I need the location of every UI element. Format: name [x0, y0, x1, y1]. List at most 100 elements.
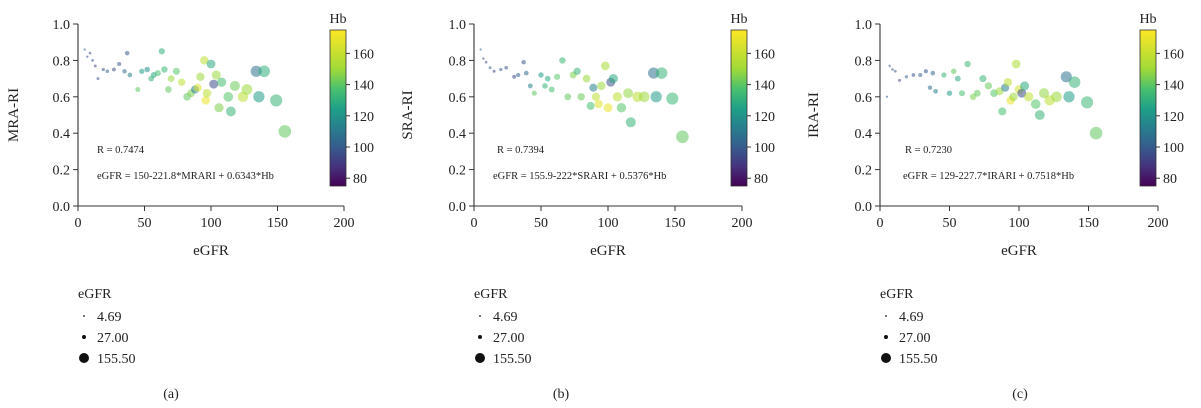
y-tick-label: 0.6 [53, 91, 71, 106]
size-legend-title: eGFR [78, 287, 112, 302]
scatter-point [886, 96, 888, 98]
scatter-point [1012, 60, 1021, 69]
scatter-point [1035, 110, 1045, 120]
regression-equation: eGFR = 129-227.7*IRARI + 0.7518*Hb [903, 171, 1074, 182]
scatter-point [947, 91, 952, 96]
scatter-point [89, 52, 92, 55]
scatter-point [96, 77, 99, 80]
y-tick-label: 0.8 [855, 54, 873, 69]
scatter-point [480, 48, 482, 50]
scatter-point [891, 68, 894, 71]
size-legend-label: 4.69 [899, 310, 924, 325]
scatter-point [941, 72, 946, 77]
scatter-point [159, 48, 165, 54]
scatter-point [532, 91, 537, 96]
scatter-point [604, 103, 613, 112]
regression-equation: eGFR = 150-221.8*MRARI + 0.6343*Hb [97, 171, 274, 182]
size-legend-marker [478, 335, 482, 339]
scatter-point [979, 75, 986, 82]
scatter-point [1081, 96, 1093, 108]
size-legend-label: 155.50 [899, 352, 938, 367]
scatter-point [482, 57, 484, 59]
scatter-panel-1: 0.0 0.2 0.4 0.6 0.8 1.0 0 50 100 150 200 eGFR MRA-RI… [6, 12, 374, 402]
scatter-point [1069, 76, 1081, 88]
scatter-point [577, 93, 584, 100]
colorbar-tick-label: 100 [754, 141, 775, 156]
correlation-text: R = 0.7230 [905, 145, 952, 156]
correlation-text: R = 0.7474 [97, 145, 145, 156]
scatter-point [125, 51, 130, 56]
y-tick-label: 0.0 [449, 200, 467, 215]
scatter-point [594, 100, 602, 108]
scatter-points [480, 48, 689, 143]
scatter-panel-2: 0.0 0.2 0.4 0.6 0.8 1.0 0 50 100 150 200 eGFR SRA-RI… [400, 12, 775, 402]
size-legend: eGFR 4.69 27.00 155.50 [78, 287, 136, 367]
x-tick-label: 0 [75, 216, 82, 231]
scatter-point [203, 89, 212, 98]
size-legend-marker [82, 335, 86, 339]
x-tick-label: 100 [1009, 216, 1030, 231]
scatter-point [106, 70, 110, 74]
colorbar-gradient [731, 30, 747, 186]
colorbar-tick-label: 100 [1163, 141, 1184, 156]
y-tick-label: 0.8 [449, 54, 467, 69]
colorbar-tick-label: 140 [754, 79, 775, 94]
scatter-point [613, 92, 622, 101]
colorbar-tick-label: 160 [754, 47, 775, 62]
colorbar-title: Hb [329, 12, 346, 27]
scatter-point [165, 86, 172, 93]
scatter-point [574, 68, 581, 75]
scatter-point [974, 90, 981, 97]
scatter-point [499, 68, 502, 71]
scatter-point [924, 69, 928, 73]
size-legend-marker [884, 335, 888, 339]
x-tick-label: 150 [665, 216, 686, 231]
scatter-point [135, 87, 140, 92]
colorbar-tick-label: 120 [754, 110, 775, 125]
colorbar: Hb 80 100 120 140 160 [1139, 12, 1184, 187]
scatter-point [122, 69, 126, 73]
scatter-point [1024, 92, 1033, 101]
x-tick-label: 0 [471, 216, 478, 231]
scatter-point [676, 131, 689, 144]
scatter-point [489, 66, 492, 69]
size-legend-label: 27.00 [899, 331, 931, 346]
scatter-point [1004, 78, 1012, 86]
scatter-point [139, 69, 144, 74]
size-legend-marker [885, 315, 887, 317]
scatter-point [898, 79, 901, 82]
scatter-point [196, 73, 204, 81]
scatter-point [1031, 99, 1041, 109]
scatter-point [194, 84, 202, 92]
size-legend-marker [475, 353, 485, 363]
scatter-point [201, 96, 210, 105]
colorbar-tick-label: 80 [353, 172, 367, 187]
scatter-point [485, 61, 488, 64]
scatter-point [1020, 81, 1029, 90]
colorbar-tick-label: 120 [1163, 110, 1184, 125]
scatter-point [912, 73, 916, 77]
y-axis-label: SRA-RI [400, 90, 416, 139]
x-tick-label: 100 [201, 216, 222, 231]
y-tick-label: 0.0 [53, 200, 71, 215]
scatter-point [542, 83, 548, 89]
size-legend-label: 155.50 [97, 352, 136, 367]
scatter-point [493, 70, 496, 73]
colorbar-tick-label: 160 [1163, 47, 1184, 62]
scatter-point [253, 91, 264, 102]
y-tick-label: 0.2 [53, 164, 71, 179]
x-axis-label: eGFR [1001, 243, 1037, 259]
scatter-point [524, 71, 529, 76]
scatter-point [905, 75, 908, 78]
scatter-point [84, 48, 86, 50]
scatter-point [214, 103, 223, 112]
size-legend-label: 27.00 [97, 331, 129, 346]
colorbar-gradient [1140, 30, 1156, 186]
scatter-point [209, 80, 218, 89]
size-legend-label: 155.50 [493, 352, 532, 367]
scatter-point [998, 107, 1006, 115]
y-tick-label: 1.0 [449, 18, 467, 33]
panel-label: (b) [553, 387, 570, 402]
scatter-point [617, 103, 627, 113]
